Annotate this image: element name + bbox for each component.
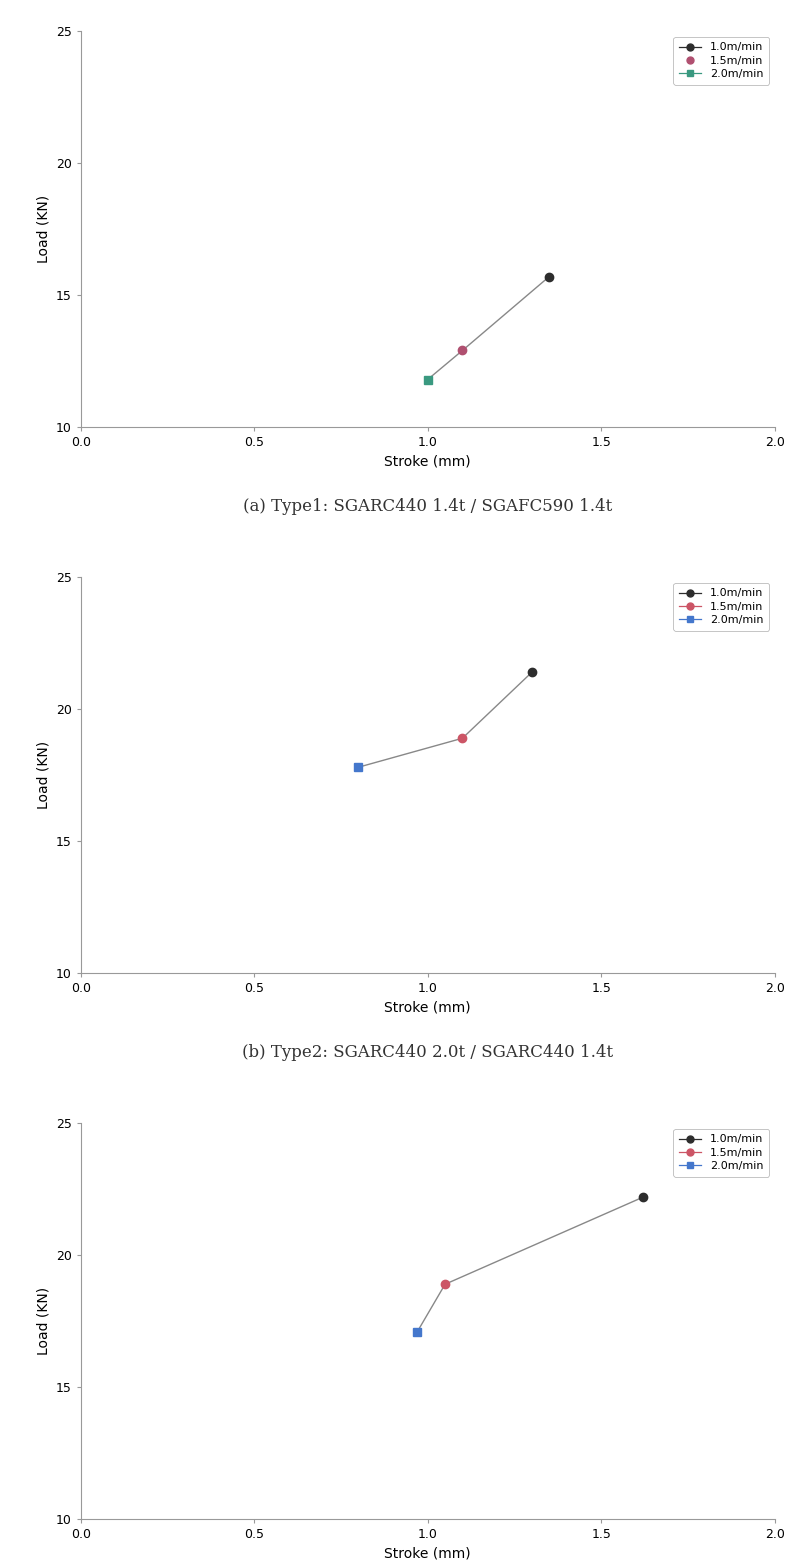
Legend: 1.0m/min, 1.5m/min, 2.0m/min: 1.0m/min, 1.5m/min, 2.0m/min [674, 583, 769, 631]
Text: (a) Type1: SGARC440 1.4t / SGAFC590 1.4t: (a) Type1: SGARC440 1.4t / SGAFC590 1.4t [243, 498, 613, 515]
Y-axis label: Load (KN): Load (KN) [36, 1287, 50, 1355]
X-axis label: Stroke (mm): Stroke (mm) [384, 454, 471, 468]
Y-axis label: Load (KN): Load (KN) [36, 741, 50, 810]
X-axis label: Stroke (mm): Stroke (mm) [384, 1547, 471, 1561]
Y-axis label: Load (KN): Load (KN) [36, 196, 50, 263]
X-axis label: Stroke (mm): Stroke (mm) [384, 1001, 471, 1015]
Text: (b) Type2: SGARC440 2.0t / SGARC440 1.4t: (b) Type2: SGARC440 2.0t / SGARC440 1.4t [242, 1045, 613, 1062]
Legend: 1.0m/min, 1.5m/min, 2.0m/min: 1.0m/min, 1.5m/min, 2.0m/min [674, 38, 769, 85]
Legend: 1.0m/min, 1.5m/min, 2.0m/min: 1.0m/min, 1.5m/min, 2.0m/min [674, 1129, 769, 1176]
